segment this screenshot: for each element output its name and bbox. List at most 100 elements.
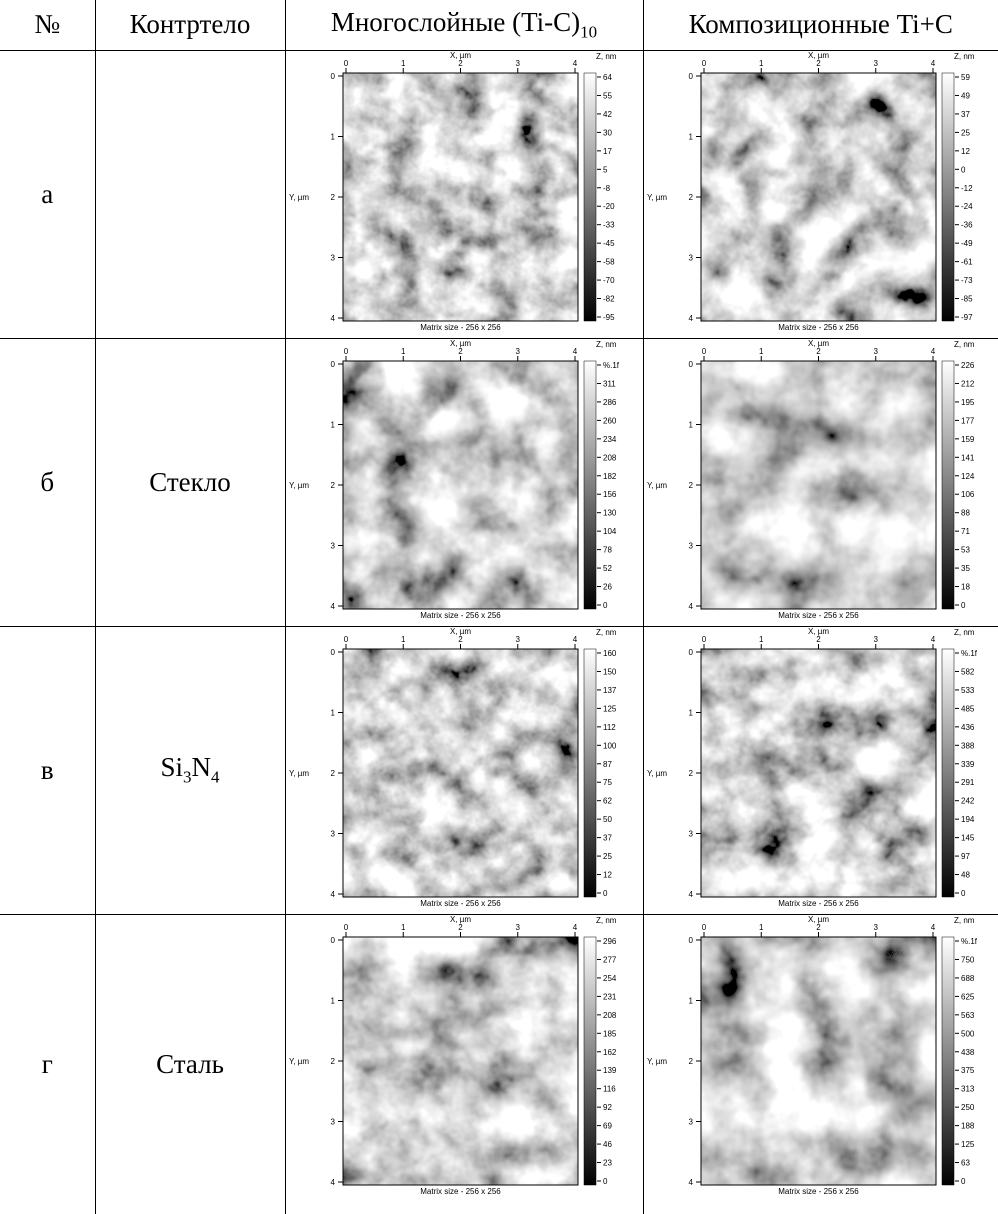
surface bbox=[701, 937, 936, 1185]
y-tick-label: 1 bbox=[331, 996, 336, 1005]
afm-image: X, µm0123401234Y, µmZ, nm160150137125112… bbox=[286, 627, 642, 907]
z-tick-label: 625 bbox=[961, 992, 975, 1001]
z-tick-label: 234 bbox=[603, 434, 617, 443]
y-tick-label: 0 bbox=[331, 648, 336, 657]
colorbar bbox=[584, 73, 596, 321]
y-label: Y, µm bbox=[289, 1057, 309, 1066]
y-tick-label: 1 bbox=[688, 132, 693, 141]
header-cell: Композиционные Ti+C bbox=[643, 0, 998, 50]
counterbody-part: 3 bbox=[183, 768, 192, 787]
y-tick-label: 4 bbox=[688, 1178, 693, 1187]
z-tick-label: 0 bbox=[603, 1177, 608, 1186]
y-tick-label: 3 bbox=[688, 541, 693, 550]
colorbar bbox=[942, 361, 954, 609]
x-tick-label: 3 bbox=[873, 347, 878, 356]
row: гСтальX, µm0123401234Y, µmZ, nm296277254… bbox=[0, 914, 998, 1214]
z-tick-label: 188 bbox=[961, 1121, 975, 1130]
z-tick-label: 64 bbox=[603, 73, 612, 82]
z-tick-label: 311 bbox=[603, 379, 616, 388]
z-label: Z, nm bbox=[954, 52, 975, 61]
y-tick-label: 1 bbox=[688, 996, 693, 1005]
z-label: Z, nm bbox=[954, 340, 975, 349]
image-cell: X, µm0123401234Y, µmZ, nm226212195177159… bbox=[643, 338, 998, 626]
z-tick-label: 500 bbox=[961, 1029, 975, 1038]
x-tick-label: 0 bbox=[702, 59, 707, 68]
z-tick-label: 75 bbox=[603, 778, 612, 787]
y-tick-label: 3 bbox=[331, 1117, 336, 1126]
x-tick-label: 1 bbox=[401, 59, 406, 68]
y-tick-label: 2 bbox=[331, 769, 336, 778]
y-tick-label: 4 bbox=[688, 602, 693, 611]
z-label: Z, nm bbox=[596, 52, 617, 61]
z-tick-label: 97 bbox=[961, 852, 970, 861]
z-tick-label: 160 bbox=[603, 649, 617, 658]
z-tick-label: 162 bbox=[603, 1047, 617, 1056]
x-tick-label: 1 bbox=[401, 347, 406, 356]
afm-image: X, µm0123401234Y, µmZ, nm64554230175-8-2… bbox=[286, 51, 642, 331]
z-tick-label: 100 bbox=[603, 741, 617, 750]
z-tick-label: -49 bbox=[961, 239, 973, 248]
z-tick-label: 106 bbox=[961, 490, 975, 499]
afm-image: X, µm0123401234Y, µmZ, nm%.1f31128626023… bbox=[286, 339, 642, 619]
z-tick-label: 563 bbox=[961, 1010, 975, 1019]
colorbar bbox=[584, 361, 596, 609]
colorbar bbox=[584, 649, 596, 897]
z-tick-label: 313 bbox=[961, 1084, 975, 1093]
caption: Matrix size - 256 x 256 bbox=[420, 611, 501, 619]
x-tick-label: 4 bbox=[931, 635, 936, 644]
z-label: Z, nm bbox=[596, 340, 617, 349]
z-tick-label: 55 bbox=[603, 91, 612, 100]
z-tick-label: 69 bbox=[603, 1121, 612, 1130]
z-tick-label: 260 bbox=[603, 416, 617, 425]
x-tick-label: 0 bbox=[344, 635, 349, 644]
y-tick-label: 0 bbox=[688, 72, 693, 81]
x-tick-label: 2 bbox=[458, 635, 463, 644]
z-tick-label: 59 bbox=[961, 73, 970, 82]
z-tick-label: -61 bbox=[961, 257, 973, 266]
z-tick-label: 112 bbox=[603, 722, 616, 731]
z-tick-label: 208 bbox=[603, 453, 617, 462]
x-tick-label: 2 bbox=[816, 347, 821, 356]
z-tick-label: -45 bbox=[603, 239, 615, 248]
z-tick-label: 141 bbox=[961, 453, 975, 462]
x-tick-label: 3 bbox=[873, 635, 878, 644]
y-tick-label: 1 bbox=[688, 420, 693, 429]
y-tick-label: 2 bbox=[331, 1057, 336, 1066]
counterbody-part: N bbox=[192, 752, 212, 782]
z-tick-label: 0 bbox=[961, 1177, 966, 1186]
y-tick-label: 4 bbox=[688, 890, 693, 899]
header-text: Многослойные (Ti-C) bbox=[331, 7, 580, 37]
x-tick-label: 1 bbox=[759, 923, 764, 932]
y-tick-label: 3 bbox=[688, 829, 693, 838]
z-tick-label: 242 bbox=[961, 796, 975, 805]
z-tick-label: -24 bbox=[961, 202, 973, 211]
caption: Matrix size - 256 x 256 bbox=[420, 323, 501, 331]
z-tick-label: 37 bbox=[961, 109, 970, 118]
z-tick-label: 5 bbox=[603, 165, 608, 174]
z-tick-label: 116 bbox=[603, 1084, 616, 1093]
z-tick-label: 0 bbox=[961, 601, 966, 610]
x-tick-label: 0 bbox=[702, 635, 707, 644]
header-row: № Контртело Многослойные (Ti-C)10 Композ… bbox=[0, 0, 998, 50]
y-tick-label: 1 bbox=[331, 420, 336, 429]
colorbar bbox=[942, 73, 954, 321]
y-tick-label: 3 bbox=[688, 1117, 693, 1126]
y-tick-label: 2 bbox=[688, 193, 693, 202]
surface bbox=[343, 361, 578, 609]
counterbody-part: Стекло bbox=[149, 467, 231, 497]
z-tick-label: 277 bbox=[603, 955, 617, 964]
z-tick-label: 254 bbox=[603, 973, 617, 982]
z-tick-label: -36 bbox=[961, 220, 973, 229]
caption: Matrix size - 256 x 256 bbox=[778, 1187, 859, 1195]
y-tick-label: 0 bbox=[331, 72, 336, 81]
afm-image: X, µm0123401234Y, µmZ, nm59493725120-12-… bbox=[644, 51, 998, 331]
z-tick-label: 533 bbox=[961, 685, 975, 694]
z-tick-label: 208 bbox=[603, 1010, 617, 1019]
z-tick-label: 50 bbox=[603, 815, 612, 824]
x-tick-label: 2 bbox=[816, 923, 821, 932]
y-label: Y, µm bbox=[647, 769, 667, 778]
x-tick-label: 3 bbox=[516, 347, 521, 356]
